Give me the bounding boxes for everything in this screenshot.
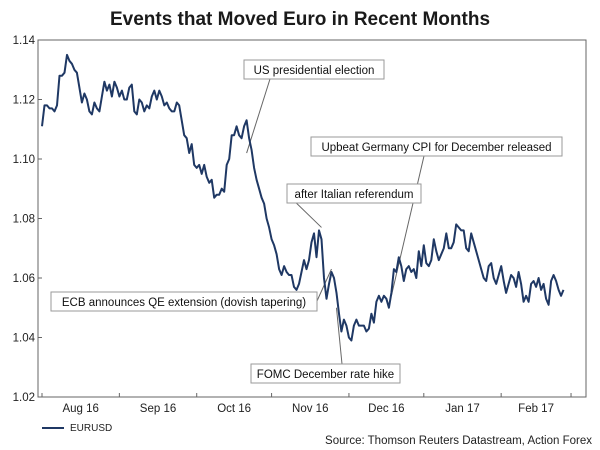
legend-label: EURUSD: [70, 423, 112, 434]
x-axis: Aug 16 Sep 16 Oct 16 Nov 16 Dec 16 Jan 17 Feb …: [41, 393, 572, 415]
annotation-leader: [335, 307, 343, 365]
annotation-label: Upbeat Germany CPI for December released: [321, 142, 551, 154]
annotation-box: [50, 291, 318, 312]
annotation-box: [243, 59, 385, 80]
y-tick-label: 1.04: [13, 333, 36, 345]
x-tick-label: Oct 16: [217, 403, 251, 415]
annotation-box: [286, 183, 422, 204]
annotation-label: after Italian referendum: [295, 189, 414, 201]
annotations: US presidential election Upbeat Germany C…: [50, 59, 563, 384]
annotation-label: US presidential election: [254, 65, 375, 77]
x-tick-label: Jan 17: [445, 403, 480, 415]
y-tick-label: 1.12: [13, 95, 35, 107]
annotation-box: [250, 363, 401, 384]
y-tick-label: 1.08: [13, 214, 35, 226]
y-tick-label: 1.06: [13, 273, 35, 285]
legend: EURUSD: [42, 423, 112, 434]
x-tick-label: Dec 16: [368, 403, 404, 415]
y-tick-label: 1.02: [13, 392, 35, 404]
series-line-eurusd: [41, 53, 565, 342]
annotation-label: FOMC December rate hike: [257, 369, 394, 381]
series-layer: [41, 53, 565, 342]
y-tick-label: 1.10: [13, 154, 35, 166]
x-tick-label: Sep 16: [140, 403, 176, 415]
x-tick-label: Feb 17: [518, 403, 554, 415]
x-tick-label: Nov 16: [292, 403, 328, 415]
y-tick-label: 1.14: [13, 35, 36, 47]
annotation-label: ECB announces QE extension (dovish taper…: [62, 297, 306, 309]
chart-title: Events that Moved Euro in Recent Months: [110, 9, 490, 30]
y-axis: 1.14 1.12 1.10 1.08 1.06 1.04 1.02: [13, 35, 42, 404]
annotation-box: [310, 136, 563, 157]
source-note: Source: Thomson Reuters Datastream, Acti…: [325, 435, 592, 447]
x-tick-label: Aug 16: [62, 403, 98, 415]
